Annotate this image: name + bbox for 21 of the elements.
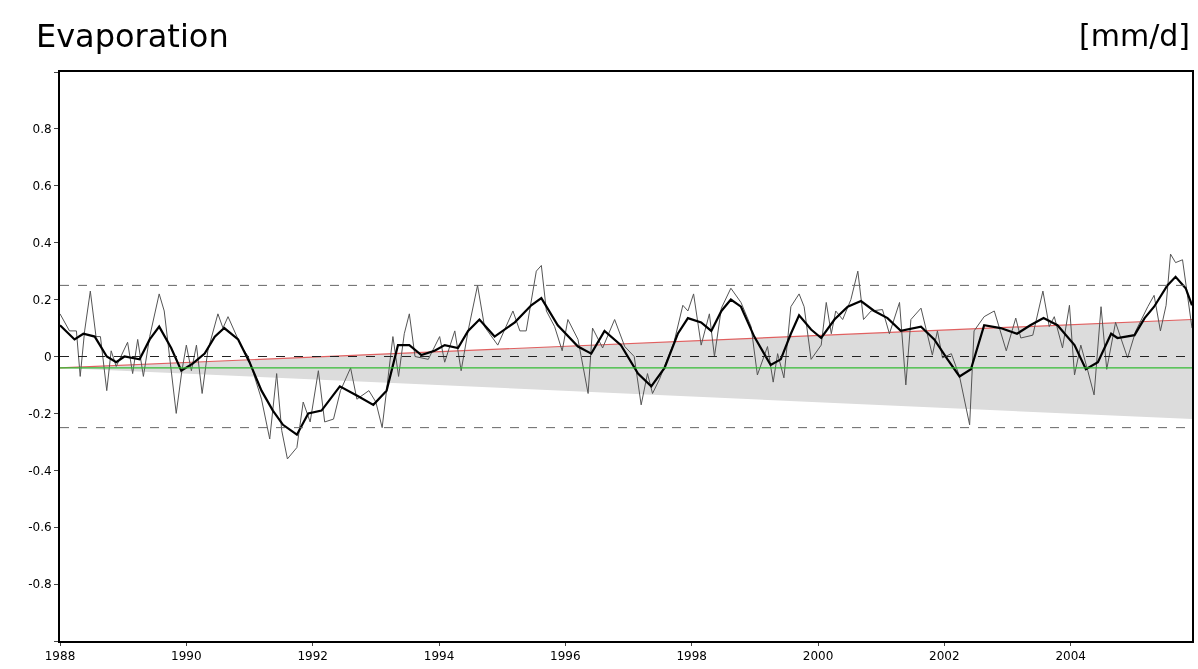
- y-tick-label: 0: [43, 349, 52, 364]
- y-tick-label: 0.4: [32, 235, 52, 250]
- x-tick-label: 1988: [44, 649, 76, 664]
- x-tick-label: 2000: [802, 649, 834, 664]
- x-tick-label: 1992: [297, 649, 328, 664]
- x-tick-label: 1998: [676, 649, 707, 664]
- x-tick-label: 2002: [929, 649, 960, 664]
- x-tick-label: 1994: [423, 649, 455, 664]
- y-tick-label: 0.8: [32, 122, 52, 137]
- y-tick-label: -0.8: [28, 577, 52, 592]
- x-tick-label: 1990: [171, 649, 202, 664]
- y-tick-label: 0.2: [32, 292, 52, 307]
- y-tick-label: 0.6: [32, 179, 52, 193]
- text: [mm/d]: [1079, 18, 1191, 53]
- x-tick-label: 2004: [1055, 649, 1086, 664]
- chart-title: Evaporation: [35, 17, 229, 56]
- line-series: [60, 253, 1192, 460]
- y-tick-label: -0.2: [28, 406, 52, 421]
- y-tick-label: -0.6: [28, 520, 52, 535]
- x-tick-label: 1996: [550, 649, 581, 664]
- y-tick-label: -0.4: [28, 463, 52, 478]
